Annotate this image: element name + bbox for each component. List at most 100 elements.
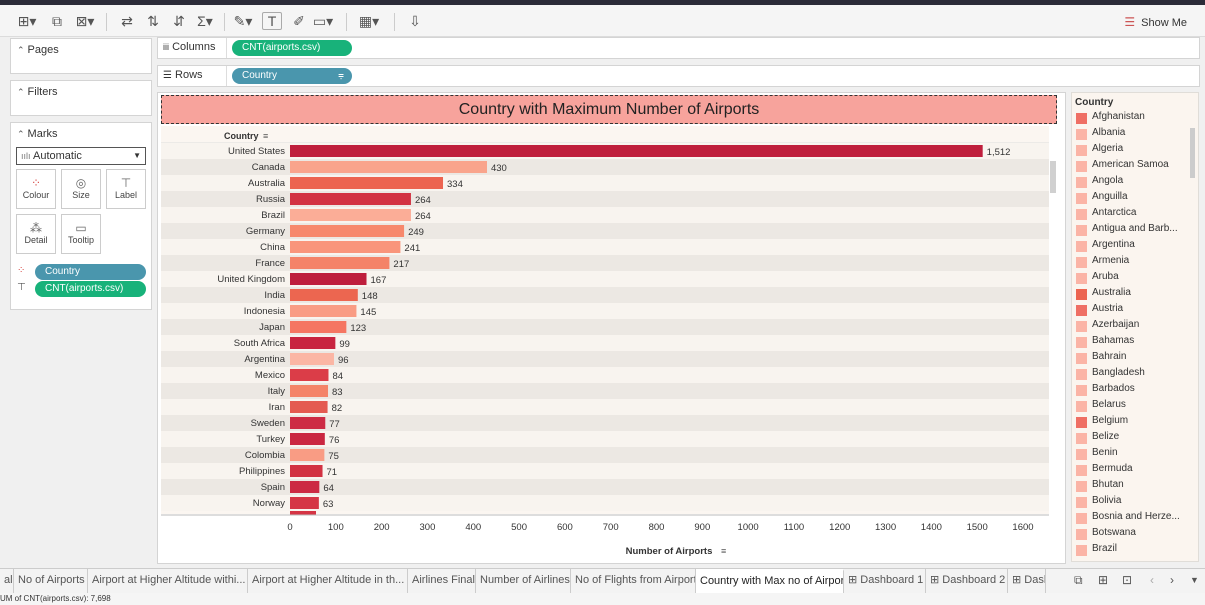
legend-item[interactable]: Antigua and Barb... xyxy=(1076,222,1188,238)
legend-item[interactable]: Bahrain xyxy=(1076,350,1188,366)
duplicate-sheet-icon[interactable]: ⧉ xyxy=(52,12,62,29)
country-label[interactable]: Germany xyxy=(246,226,285,237)
sheet-tab[interactable]: ⊞ Dashboard 1 xyxy=(844,569,926,593)
row-header-sort-icon[interactable]: ≡ xyxy=(263,131,268,141)
bar-australia[interactable] xyxy=(290,177,444,189)
presentation-mode-icon[interactable]: ⇩ xyxy=(409,12,421,29)
legend-item[interactable]: American Samoa xyxy=(1076,158,1188,174)
sheet-tab[interactable]: No of Flights from Airport xyxy=(571,569,696,593)
country-label[interactable]: Canada xyxy=(252,162,286,173)
country-label[interactable]: Italy xyxy=(268,386,286,397)
country-label[interactable]: United Kingdom xyxy=(217,274,285,285)
new-worksheet-icon[interactable]: ⧉ xyxy=(1074,573,1083,587)
legend-item[interactable]: Bermuda xyxy=(1076,462,1188,478)
sort-descending-icon[interactable]: ⇵ xyxy=(173,12,185,29)
country-label[interactable]: Brazil xyxy=(261,210,285,221)
sort-ascending-icon[interactable]: ⇅ xyxy=(147,12,159,29)
bar-turkey[interactable] xyxy=(290,433,325,445)
tooltip-button[interactable]: ▭ Tooltip xyxy=(61,214,101,254)
legend-item[interactable]: Argentina xyxy=(1076,238,1188,254)
totals-icon[interactable]: Σ▾ xyxy=(197,12,213,29)
swap-rows-columns-icon[interactable]: ⇄ xyxy=(121,12,133,29)
country-label[interactable]: Sweden xyxy=(251,418,285,429)
country-label[interactable]: Argentina xyxy=(244,354,285,365)
country-label[interactable]: Mexico xyxy=(255,370,285,381)
highlight-icon[interactable]: ✎▾ xyxy=(233,12,253,29)
bar-spain[interactable] xyxy=(290,481,320,493)
cnt-label-pill[interactable]: CNT(airports.csv) xyxy=(35,281,146,297)
sheet-tab[interactable]: al xyxy=(0,569,14,593)
bar-italy[interactable] xyxy=(290,385,329,397)
size-button[interactable]: ◎ Size xyxy=(61,169,101,209)
collapse-caret-icon[interactable]: ⌃ xyxy=(17,45,25,55)
bar-india[interactable] xyxy=(290,289,358,301)
legend-item[interactable]: Azerbaijan xyxy=(1076,318,1188,334)
country-label[interactable]: Iran xyxy=(269,402,285,413)
show-mark-labels-icon[interactable]: T xyxy=(262,12,282,30)
label-button[interactable]: ⊤ Label xyxy=(106,169,146,209)
country-label[interactable]: Russia xyxy=(256,194,286,205)
collapse-caret-icon[interactable]: ⌃ xyxy=(17,87,25,97)
country-label[interactable]: Norway xyxy=(253,498,285,509)
new-dashboard-icon[interactable]: ⊞ xyxy=(1098,573,1109,587)
legend-item[interactable]: Belgium xyxy=(1076,414,1188,430)
show-me-button[interactable]: ☰ Show Me xyxy=(1124,15,1187,29)
legend-item[interactable]: Armenia xyxy=(1076,254,1188,270)
legend-item[interactable]: Bangladesh xyxy=(1076,366,1188,382)
country-label[interactable]: United States xyxy=(228,146,285,157)
bar-norway[interactable] xyxy=(290,497,319,509)
sheet-tab[interactable]: Airport at Higher Altitude in th... xyxy=(248,569,408,593)
bar-canada[interactable] xyxy=(290,161,487,173)
x-axis-sort-icon[interactable]: ≡ xyxy=(721,546,726,556)
legend-item[interactable]: Austria xyxy=(1076,302,1188,318)
columns-shelf[interactable]: iii Columns CNT(airports.csv) xyxy=(157,37,1200,59)
country-colour-pill[interactable]: Country xyxy=(35,264,146,280)
bar-france[interactable] xyxy=(290,257,390,269)
legend-item[interactable]: Antarctica xyxy=(1076,206,1188,222)
bar-germany[interactable] xyxy=(290,225,405,237)
legend-item[interactable]: Botswana xyxy=(1076,526,1188,542)
legend-item[interactable]: Brazil xyxy=(1076,542,1188,558)
legend-item[interactable]: Angola xyxy=(1076,174,1188,190)
rows-shelf[interactable]: ☰ Rows Country ⩦ xyxy=(157,65,1200,87)
legend-item[interactable]: Bolivia xyxy=(1076,494,1188,510)
legend-item[interactable]: Australia xyxy=(1076,286,1188,302)
collapse-caret-icon[interactable]: ⌃ xyxy=(17,129,25,139)
sheet-tab[interactable]: ⊞ Dashboard 2 xyxy=(926,569,1008,593)
bar-colombia[interactable] xyxy=(290,449,325,461)
legend-item[interactable]: Benin xyxy=(1076,446,1188,462)
bar-china[interactable] xyxy=(290,241,401,253)
country-label[interactable]: Philippines xyxy=(239,466,285,477)
sheet-tab[interactable]: Airlines Final xyxy=(408,569,476,593)
filters-card[interactable]: ⌃ Filters xyxy=(10,80,152,116)
bar-argentina[interactable] xyxy=(290,353,334,365)
bar-philippines[interactable] xyxy=(290,465,323,477)
country-label[interactable]: France xyxy=(255,258,285,269)
country-label[interactable]: Spain xyxy=(261,482,285,493)
legend-item[interactable]: Afghanistan xyxy=(1076,110,1188,126)
scroll-tabs-left-icon[interactable]: ‹ xyxy=(1150,573,1154,587)
sort-descending-icon[interactable]: ⩦ xyxy=(338,70,344,81)
show-cards-icon[interactable]: ▦▾ xyxy=(358,12,380,29)
scroll-tabs-right-icon[interactable]: › xyxy=(1170,573,1174,587)
bar-mexico[interactable] xyxy=(290,369,329,381)
chart-title[interactable]: Country with Maximum Number of Airports xyxy=(161,95,1057,124)
clear-sheet-icon[interactable]: ⊠▾ xyxy=(75,12,95,29)
legend-item[interactable]: Aruba xyxy=(1076,270,1188,286)
new-story-icon[interactable]: ⊡ xyxy=(1122,573,1133,587)
rows-pill[interactable]: Country ⩦ xyxy=(232,68,352,84)
legend-scrollbar[interactable] xyxy=(1190,128,1195,178)
bar-indonesia[interactable] xyxy=(290,305,357,317)
chart-vertical-scrollbar[interactable] xyxy=(1050,161,1056,193)
legend-item[interactable]: Bhutan xyxy=(1076,478,1188,494)
bar-japan[interactable] xyxy=(290,321,347,333)
bar-sweden[interactable] xyxy=(290,417,326,429)
country-label[interactable]: South Africa xyxy=(234,338,286,349)
country-label[interactable]: Australia xyxy=(248,178,286,189)
bar-south-africa[interactable] xyxy=(290,337,336,349)
sheet-tab[interactable]: Country with Max no of Airport xyxy=(696,569,844,593)
colour-button[interactable]: ⁘ Colour xyxy=(16,169,56,209)
columns-pill[interactable]: CNT(airports.csv) xyxy=(232,40,352,56)
format-workbook-icon[interactable]: ✐ xyxy=(293,12,305,29)
legend-item[interactable]: Bosnia and Herze... xyxy=(1076,510,1188,526)
